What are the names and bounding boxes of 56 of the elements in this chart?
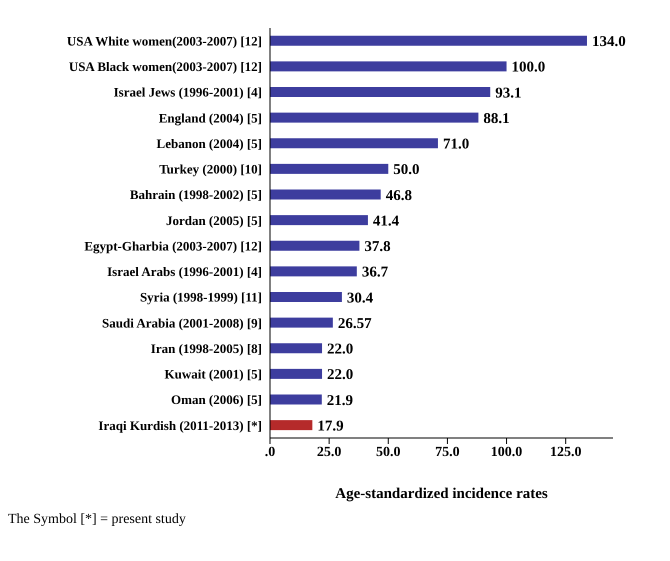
bar [270, 368, 322, 379]
y-tick-label: Iran (1998-2005) [8] [150, 340, 262, 356]
y-tick-label: Egypt-Gharbia (2003-2007) [12] [84, 238, 262, 254]
x-axis-title: Age-standardized incidence rates [335, 486, 548, 502]
y-tick-label: USA Black women(2003-2007) [12] [68, 59, 262, 74]
data-label: 26.57 [338, 316, 372, 332]
bar [270, 343, 322, 354]
data-label: 17.9 [317, 418, 344, 434]
x-tick-label: .0 [264, 444, 276, 460]
x-tick-label: 75.0 [435, 444, 460, 460]
data-label: 21.9 [326, 392, 354, 409]
data-label: 93.1 [495, 85, 522, 102]
data-label: 41.4 [372, 213, 400, 230]
data-label: 37.8 [364, 239, 391, 256]
bar [270, 318, 333, 328]
bar [270, 420, 312, 430]
data-label: 100.0 [512, 60, 546, 76]
y-tick-label: Lebanon (2004) [5] [156, 136, 262, 151]
x-tick-label: 100.0 [490, 444, 522, 460]
y-tick-label: Iraqi Kurdish (2011-2013) [*] [98, 418, 262, 433]
y-tick-label: Jordan (2005) [5] [166, 212, 262, 228]
text: The Symbol [*] = present study [8, 512, 187, 528]
y-tick-label: Oman (2006) [5] [171, 392, 262, 408]
y-tick-label: Israel Arabs (1996-2001) [4] [107, 264, 262, 280]
y-tick-label: Bahrain (1998-2002) [5] [130, 187, 262, 202]
bar [270, 215, 368, 226]
data-label: 50.0 [393, 162, 420, 178]
x-tick-label: 25.0 [316, 444, 342, 460]
bar [270, 138, 438, 148]
y-tick-label: Saudi Arabia (2001-2008) [9] [102, 315, 262, 330]
bar [270, 164, 388, 174]
bar [270, 36, 587, 46]
data-label: 36.7 [362, 264, 389, 281]
data-label: 22.0 [327, 367, 354, 384]
x-tick-label: 50.0 [376, 444, 401, 460]
data-label: 88.1 [483, 110, 510, 127]
y-tick-label: USA White women(2003-2007) [12] [66, 33, 262, 48]
data-label: 30.4 [346, 290, 374, 306]
data-label: 46.8 [386, 188, 412, 204]
data-label: 22.0 [327, 342, 354, 358]
x-tick-label: 125.0 [550, 444, 582, 460]
y-tick-label: Turkey (2000) [10] [159, 162, 262, 177]
bar [270, 86, 490, 97]
bar [270, 112, 478, 123]
y-tick-label: Kuwait (2001) [5] [164, 366, 262, 382]
y-tick-label: Syria (1998-1999) [11] [140, 290, 262, 305]
bar [270, 292, 342, 302]
bar [270, 394, 322, 404]
y-tick-label: Israel Jews (1996-2001) [4] [114, 84, 262, 100]
data-label: 71.0 [442, 136, 470, 153]
bar [270, 61, 507, 72]
bar [270, 266, 357, 276]
bar [270, 240, 360, 251]
data-label: 134.0 [592, 34, 626, 50]
bar [270, 189, 381, 200]
y-tick-label: England (2004) [5] [158, 110, 262, 126]
